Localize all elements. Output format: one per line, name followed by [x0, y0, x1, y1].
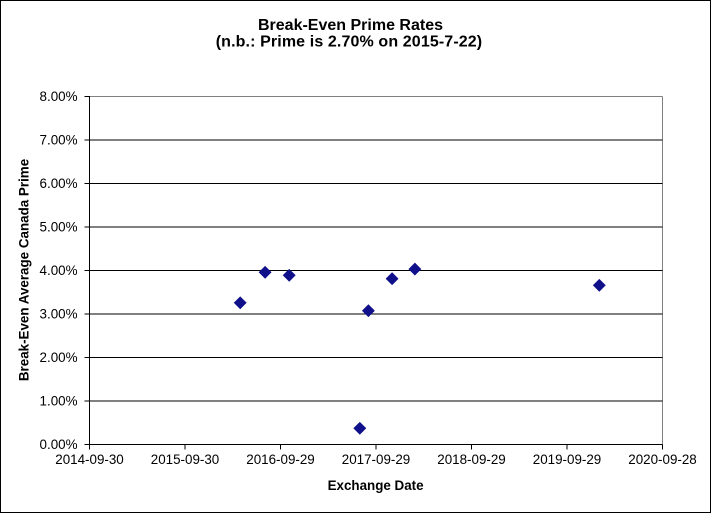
svg-text:2017-09-29: 2017-09-29: [342, 452, 411, 467]
svg-text:2020-09-28: 2020-09-28: [628, 452, 697, 467]
svg-text:Break-Even Prime Rates: Break-Even Prime Rates: [258, 17, 443, 34]
svg-text:2.00%: 2.00%: [40, 350, 78, 365]
svg-text:Break-Even Average Canada Prim: Break-Even Average Canada Prime: [17, 159, 32, 381]
svg-text:Exchange Date: Exchange Date: [328, 478, 424, 493]
svg-text:8.00%: 8.00%: [40, 89, 78, 104]
svg-text:(n.b.: Prime is 2.70% on 2015-: (n.b.: Prime is 2.70% on 2015-7-22): [216, 33, 483, 50]
svg-text:2019-09-29: 2019-09-29: [533, 452, 602, 467]
svg-text:2014-09-30: 2014-09-30: [55, 452, 124, 467]
svg-text:0.00%: 0.00%: [40, 437, 78, 452]
svg-text:6.00%: 6.00%: [40, 176, 78, 191]
svg-text:2018-09-29: 2018-09-29: [437, 452, 506, 467]
svg-text:7.00%: 7.00%: [40, 133, 78, 148]
svg-text:2015-09-30: 2015-09-30: [151, 452, 220, 467]
svg-text:5.00%: 5.00%: [40, 220, 78, 235]
svg-text:1.00%: 1.00%: [40, 394, 78, 409]
svg-text:4.00%: 4.00%: [40, 263, 78, 278]
svg-text:3.00%: 3.00%: [40, 307, 78, 322]
svg-text:2016-09-29: 2016-09-29: [246, 452, 315, 467]
